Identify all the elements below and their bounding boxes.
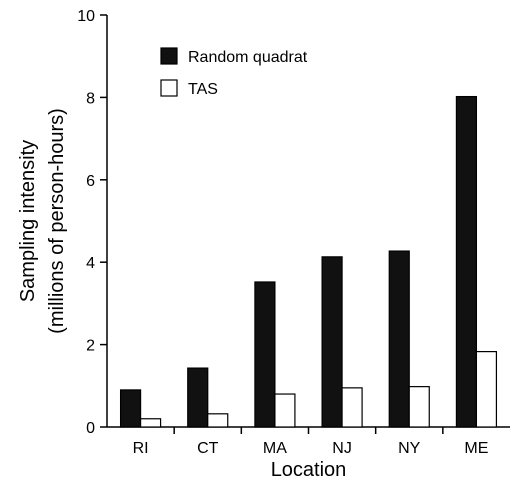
bar-tas-me [475,351,498,428]
bar-tas-ri [139,418,162,428]
legend-label: Random quadrat [188,49,308,66]
bar-tas-ma [274,393,296,428]
y-tick-label: 2 [86,338,95,355]
y-tick-label: 6 [86,173,95,190]
legend-swatch [160,79,178,97]
bar-tas-ct [207,413,229,428]
bar-random-quadrat-ct [187,367,209,428]
y-tick-label: 8 [86,90,95,107]
x-ticks: RI CT MA NJ NY ME [133,427,488,457]
bar-random-quadrat-me [455,95,478,428]
bars [119,95,498,428]
bar-random-quadrat-ny [388,250,410,428]
bar-tas-ny [408,386,430,428]
x-axis: RI CT MA NJ NY ME [107,426,510,457]
y-axis: 0 2 4 6 8 10 [77,8,108,437]
x-tick-label: ME [464,440,488,457]
y-tick-label: 0 [86,420,95,437]
x-tick-label: RI [133,440,149,457]
y-axis-title-line: (millions of person-hours) [46,108,68,334]
y-ticks: 0 2 4 6 8 10 [77,8,107,437]
bar-tas-nj [341,387,363,428]
legend: Random quadrat TAS [160,47,308,98]
bar-random-quadrat-nj [321,256,343,428]
y-tick-label: 10 [77,8,95,25]
y-axis-title: Sampling intensity (millions of person-ho… [17,108,68,334]
x-tick-label: NY [398,440,421,457]
x-axis-title: Location [271,459,347,481]
x-tick-label: NJ [332,440,352,457]
bar-random-quadrat-ma [254,281,276,428]
x-tick-label: MA [263,440,287,457]
bar-random-quadrat-ri [119,389,142,428]
legend-label: TAS [188,81,218,98]
y-tick-label: 4 [86,255,95,272]
legend-swatch [160,47,178,65]
y-axis-title-line: Sampling intensity [17,140,39,302]
x-tick-label: CT [197,440,219,457]
